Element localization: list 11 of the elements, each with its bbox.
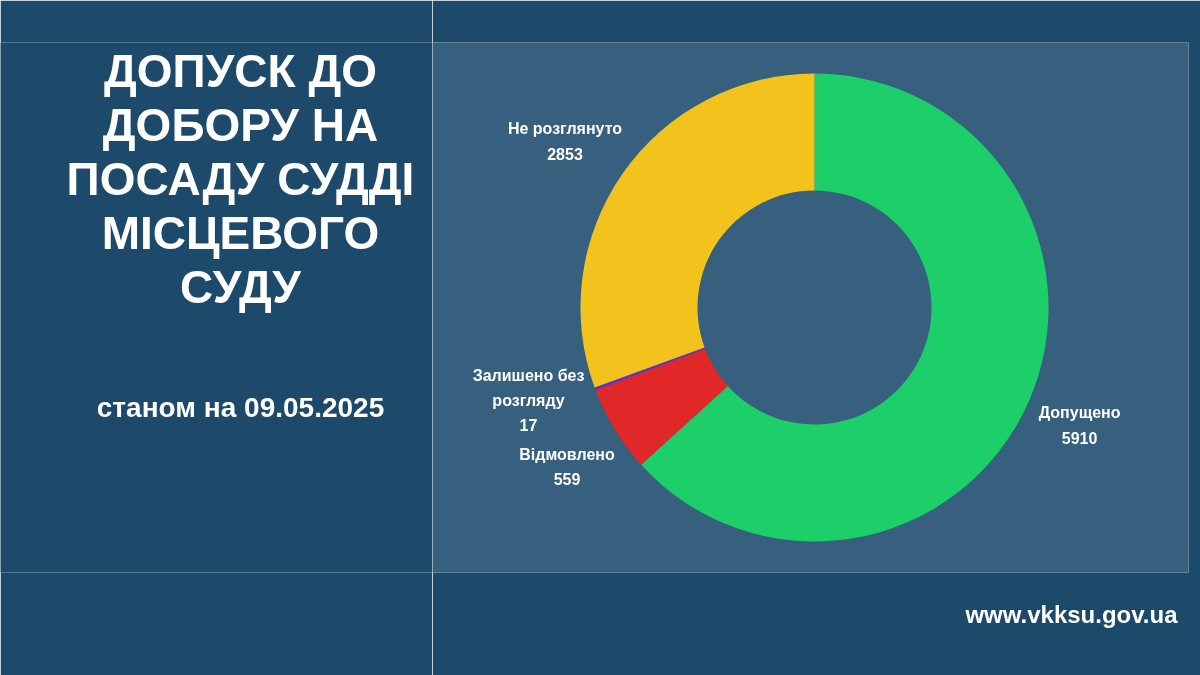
data-label: 5910 — [1061, 429, 1098, 447]
text: www.vkksu.gov.ua — [964, 600, 1179, 628]
slice-label: Відмовлено — [519, 445, 615, 463]
data-label: 2853 — [547, 145, 583, 163]
text: ДОПУСК ДО ДОБОРУ НА ПОСАДУ СУДДІ МІСЦЕВОГО СУДУ — [66, 44, 415, 313]
text: станом на 09.05.2025 — [96, 392, 385, 423]
data-label: 559 — [553, 471, 581, 489]
slice-label: Допущено — [1038, 404, 1121, 422]
slice-label: Залишено без розгляду — [472, 366, 585, 409]
data-label: 17 — [519, 417, 538, 435]
slice-label: Не розглянуто — [507, 120, 623, 138]
